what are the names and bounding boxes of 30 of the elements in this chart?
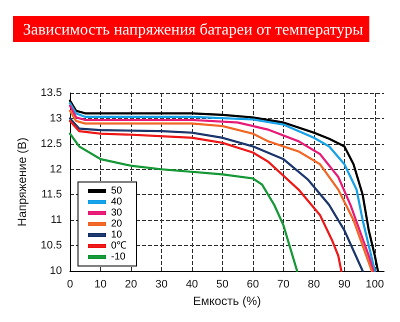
y-tick-label: 10 [50,265,62,277]
legend-label: 10 [111,230,123,240]
legend-label: 50 [111,186,123,196]
x-tick-label: 0 [66,278,74,290]
x-tick-label: 10 [94,278,107,290]
y-tick-label: 12.5 [40,138,62,150]
x-tick-label: 30 [155,278,168,290]
x-axis-title: Емкость (%) [192,294,262,308]
x-tick-label: 70 [277,278,290,290]
y-tick-label: 13 [50,112,62,124]
legend-label: 20 [111,218,123,230]
y-tick-label: 12 [50,163,62,176]
legend-label: 0℃ [111,240,127,252]
legend-label: 40 [111,196,123,208]
y-tick-label: 13.5 [40,87,62,99]
y-tick-label: 11.5 [41,188,62,201]
chart-title: Зависимость напряжения батареи от температуры [23,22,364,38]
x-tick-label: 100 [366,278,384,290]
x-tick-label: 40 [186,278,198,290]
x-tick-label: 50 [216,278,229,290]
legend-label: 30 [111,208,123,218]
y-axis-title: Напряжение (В) [15,138,29,226]
y-tick-label: 10.5 [40,240,62,252]
x-tick-label: 20 [124,278,138,290]
line-series [68,132,298,272]
x-tick-label: 90 [338,278,350,290]
legend-label: -10 [111,252,126,262]
y-tick-label: 11 [50,214,62,226]
x-tick-label: 60 [246,278,260,290]
x-tick-label: 80 [308,278,320,290]
